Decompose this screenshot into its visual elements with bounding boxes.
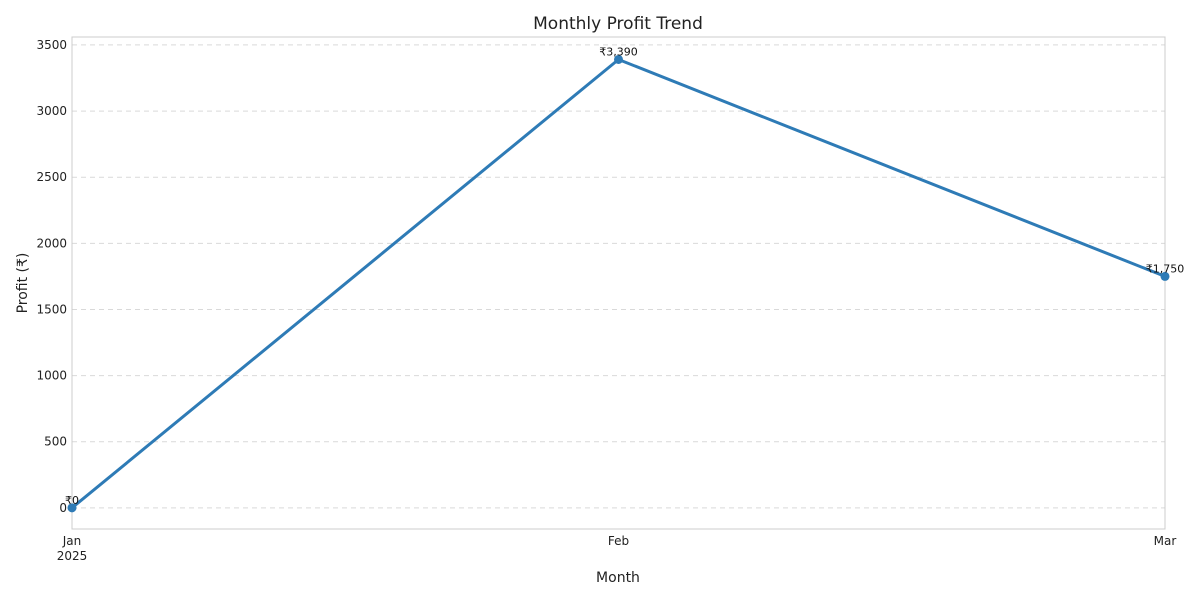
data-label: ₹0 <box>65 494 79 507</box>
y-tick-label: 2500 <box>36 170 67 184</box>
data-point <box>1160 271 1170 281</box>
data-label: ₹1,750 <box>1146 262 1185 275</box>
x-axis-label: Month <box>596 570 640 586</box>
y-tick-label: 3500 <box>36 38 67 52</box>
x-axis-ticks: Jan Feb Mar <box>62 534 1177 548</box>
data-point <box>614 54 623 64</box>
y-tick-label: 3000 <box>36 104 67 118</box>
y-tick-label: 1500 <box>36 302 67 316</box>
y-axis-label: Profit (₹) <box>15 253 31 314</box>
data-labels: ₹0 ₹3,390 ₹1,750 <box>65 45 1184 506</box>
y-tick-label: 500 <box>44 435 67 449</box>
y-tick-label: 2000 <box>36 236 67 250</box>
data-label: ₹3,390 <box>599 45 638 58</box>
x-tick-label: Mar <box>1154 534 1177 548</box>
y-tick-label: 1000 <box>36 369 67 383</box>
x-tick-label: Feb <box>608 534 629 548</box>
x-tick-label: Jan <box>62 534 82 548</box>
grid-lines <box>72 44 1165 509</box>
x-tick-year-label: 2025 <box>57 549 88 563</box>
series-group <box>67 54 1170 513</box>
y-axis-ticks: 0 500 1000 1500 2000 2500 3000 3500 <box>36 38 67 515</box>
chart-title: Monthly Profit Trend <box>533 14 703 34</box>
plot-frame <box>71 36 1166 530</box>
data-point <box>67 503 77 513</box>
series-line <box>70 57 1167 510</box>
y-tick-label: 0 <box>59 501 67 515</box>
